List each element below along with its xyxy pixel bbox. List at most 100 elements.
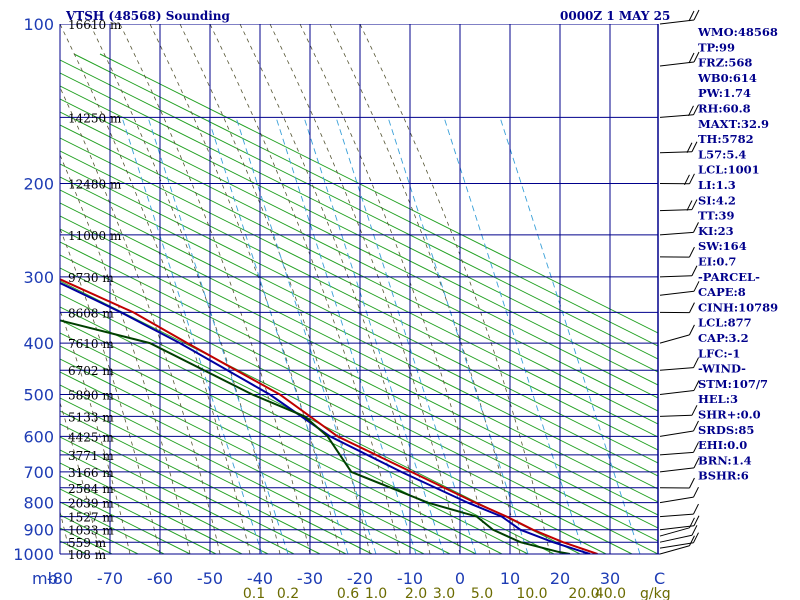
dry-adiabat — [60, 397, 373, 554]
wind-barb — [659, 173, 695, 186]
wind-barb-staff — [659, 467, 695, 473]
wind-barb-staff — [659, 430, 694, 437]
height-label: 3166 m — [68, 466, 114, 480]
wind-barb-staff — [659, 513, 694, 518]
wind-barb-staff — [659, 367, 694, 371]
moist-adiabat — [60, 86, 221, 554]
wind-barb-staff — [659, 209, 692, 212]
wind-barb-flag — [688, 477, 695, 489]
mixing-ratio-line — [275, 117, 417, 554]
dry-adiabat — [0, 54, 8, 554]
wind-barb-flag — [693, 222, 699, 233]
height-label: 14250 m — [68, 111, 122, 125]
wind-barb-flag — [688, 302, 695, 313]
wind-barb-flag — [688, 173, 695, 185]
dry-adiabat — [60, 319, 529, 554]
wind-barb-flag — [693, 420, 699, 432]
mixing-ratio-line — [303, 117, 445, 554]
wind-barb-flag — [693, 532, 699, 543]
index-entry: STM:107/7 — [698, 377, 768, 391]
temperature-trace — [60, 281, 591, 554]
sounding-traces — [60, 278, 598, 554]
wind-barb-flag — [691, 141, 698, 152]
mixing-ratio-line — [207, 117, 349, 554]
wind-barb-flag — [693, 281, 700, 292]
wind-barb — [659, 405, 698, 417]
wind-barb — [659, 486, 699, 504]
wind-barb — [659, 517, 695, 537]
dry-adiabat — [60, 254, 658, 554]
index-entry: HEL:3 — [698, 392, 738, 406]
wind-barb-staff — [659, 334, 690, 344]
index-entry: L57:5.4 — [698, 147, 746, 161]
valid-time: 0000Z 1 MAY 25 — [560, 9, 670, 23]
wind-barb-flag — [693, 104, 699, 116]
moist-adiabat — [179, 24, 371, 554]
wind-barb-flag — [693, 380, 700, 391]
wind-barb — [659, 281, 700, 296]
wind-barb — [659, 141, 698, 154]
index-entry: WB0:614 — [697, 71, 757, 85]
index-entry: -PARCEL- — [698, 270, 760, 284]
wind-barb-flag — [688, 535, 695, 546]
dry-adiabat — [60, 293, 581, 554]
wind-barb — [659, 199, 698, 212]
wind-barb — [659, 51, 700, 67]
moist-adiabat — [89, 24, 281, 554]
index-entry: EHI:0.0 — [698, 438, 747, 452]
wind-barb-staff — [659, 151, 692, 154]
mixing-ratio-line — [443, 117, 585, 554]
height-label: 1033 m — [68, 524, 114, 538]
mixing-ratio-tick: 40.0 — [595, 586, 626, 600]
wind-barb-flag — [691, 405, 698, 416]
pressure-tick-1000: 1000 — [13, 545, 54, 564]
height-label: 16610 m — [68, 18, 122, 32]
wind-barb-flag — [693, 457, 700, 469]
dry-adiabat — [60, 176, 658, 477]
height-label: 9730 m — [68, 271, 114, 285]
index-entry: -WIND- — [698, 362, 746, 376]
dry-adiabat — [60, 72, 658, 373]
wind-barb-staff — [659, 496, 694, 504]
dry-adiabat — [60, 267, 633, 554]
wind-barb-flag — [693, 9, 700, 21]
mixing-ratio-line — [235, 117, 377, 554]
mixing-ratio-tick: 2.0 — [405, 586, 427, 600]
wind-barb-flag — [693, 515, 700, 526]
temperature-tick: 10 — [500, 569, 520, 588]
pressure-tick-600: 600 — [23, 427, 54, 446]
dewpoint-trace — [60, 319, 571, 554]
wind-barb-staff — [659, 525, 695, 531]
wind-barb — [659, 222, 699, 236]
dry-adiabat — [60, 202, 658, 503]
index-entry: LCL:877 — [698, 316, 752, 330]
height-label: 2039 m — [68, 497, 114, 511]
index-entry: PW:1.74 — [698, 86, 751, 100]
wind-barb-staff — [659, 389, 695, 395]
wind-barb-flag — [686, 142, 693, 153]
dry-adiabat — [60, 215, 658, 516]
wind-barb — [659, 9, 700, 25]
pressure-tick-500: 500 — [23, 385, 54, 404]
wind-barb — [659, 442, 699, 456]
index-entry: LCL:1001 — [698, 163, 760, 177]
dry-adiabat — [99, 53, 658, 334]
wind-barb — [659, 503, 699, 518]
wind-barb-flag — [688, 246, 695, 258]
height-labels: 16610 m 14250 m 12480 m 11000 m 9730 m 8608 m… — [68, 18, 122, 562]
index-entry: CAPE:8 — [698, 285, 746, 299]
wind-barb — [659, 302, 695, 314]
dry-adiabat — [60, 124, 658, 425]
dry-adiabat — [60, 449, 269, 554]
temperature-tick: -40 — [247, 569, 273, 588]
index-entry: LFC:-1 — [698, 346, 740, 360]
dry-adiabat — [60, 163, 658, 464]
mixing-ratio-tick: 10.0 — [516, 586, 547, 600]
temperature-tick: -80 — [47, 569, 73, 588]
index-entry: SHR+:0.0 — [698, 408, 761, 422]
temperature-unit-label: C — [654, 569, 665, 588]
station-title: VTSH (48568) Sounding — [65, 9, 230, 23]
height-label: 6702 m — [68, 364, 114, 378]
dry-adiabat — [60, 150, 658, 451]
pressure-tick-100: 100 — [23, 15, 54, 34]
